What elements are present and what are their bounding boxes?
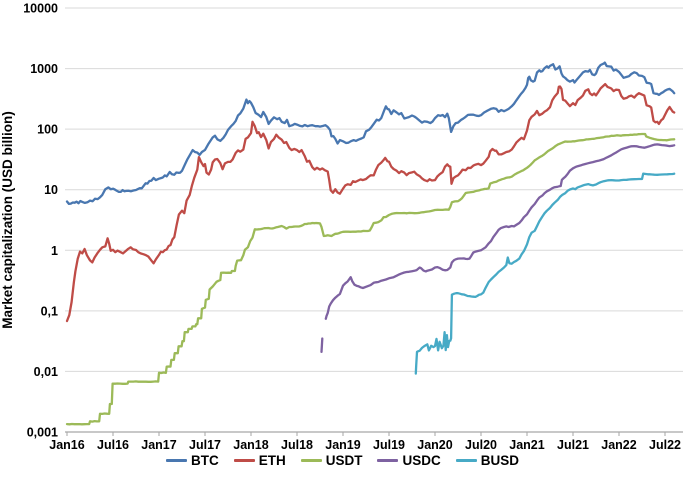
legend-swatch-eth — [233, 459, 255, 462]
legend-swatch-usdt — [300, 459, 322, 462]
legend-swatch-busd — [455, 459, 477, 462]
y-tick-label: 0,01 — [34, 365, 58, 379]
y-tick-label: 0,001 — [27, 426, 58, 440]
legend-swatch-btc — [165, 459, 187, 462]
legend-item-usdc: USDC — [377, 453, 441, 468]
legend-item-usdt: USDT — [300, 453, 363, 468]
y-tick-label: 1000 — [30, 62, 58, 76]
x-tick-label: Jan17 — [141, 438, 176, 452]
x-tick-label: Jul21 — [557, 438, 589, 452]
y-tick-label: 0,1 — [41, 304, 58, 318]
legend-item-eth: ETH — [233, 453, 286, 468]
series-line-busd — [414, 172, 676, 375]
y-tick-label: 10 — [44, 183, 58, 197]
x-tick-label: Jan18 — [233, 438, 268, 452]
x-tick-label: Jul17 — [189, 438, 221, 452]
x-tick-label: Jul19 — [373, 438, 405, 452]
legend-item-busd: BUSD — [455, 453, 520, 468]
legend-label-busd: BUSD — [480, 453, 520, 468]
series-line-eth — [65, 82, 676, 323]
series-line-usdc — [320, 337, 324, 354]
legend-label-btc: BTC — [190, 453, 219, 468]
series-line-usdc — [324, 143, 676, 320]
x-tick-label: Jan21 — [509, 438, 544, 452]
x-tick-label: Jul20 — [465, 438, 497, 452]
y-tick-label: 10000 — [23, 2, 58, 16]
series-line-usdt — [65, 132, 676, 426]
x-tick-label: Jul18 — [281, 438, 313, 452]
series-line-btc — [65, 61, 676, 206]
legend: BTC ETH USDT USDC BUSD — [0, 453, 685, 468]
y-tick-label: 1 — [51, 244, 58, 258]
x-tick-label: Jan20 — [417, 438, 452, 452]
legend-item-btc: BTC — [165, 453, 219, 468]
x-tick-label: Jul16 — [97, 438, 129, 452]
y-tick-label: 100 — [37, 123, 58, 137]
legend-swatch-usdc — [377, 459, 399, 462]
legend-label-eth: ETH — [258, 453, 286, 468]
x-tick-label: Jan16 — [49, 438, 84, 452]
x-tick-label: Jan22 — [601, 438, 636, 452]
x-tick-label: Jan19 — [325, 438, 360, 452]
legend-label-usdc: USDC — [402, 453, 441, 468]
y-axis-title: Market capitalization (USD billion) — [0, 111, 15, 329]
x-tick-label: Jul22 — [649, 438, 681, 452]
legend-label-usdt: USDT — [325, 453, 363, 468]
